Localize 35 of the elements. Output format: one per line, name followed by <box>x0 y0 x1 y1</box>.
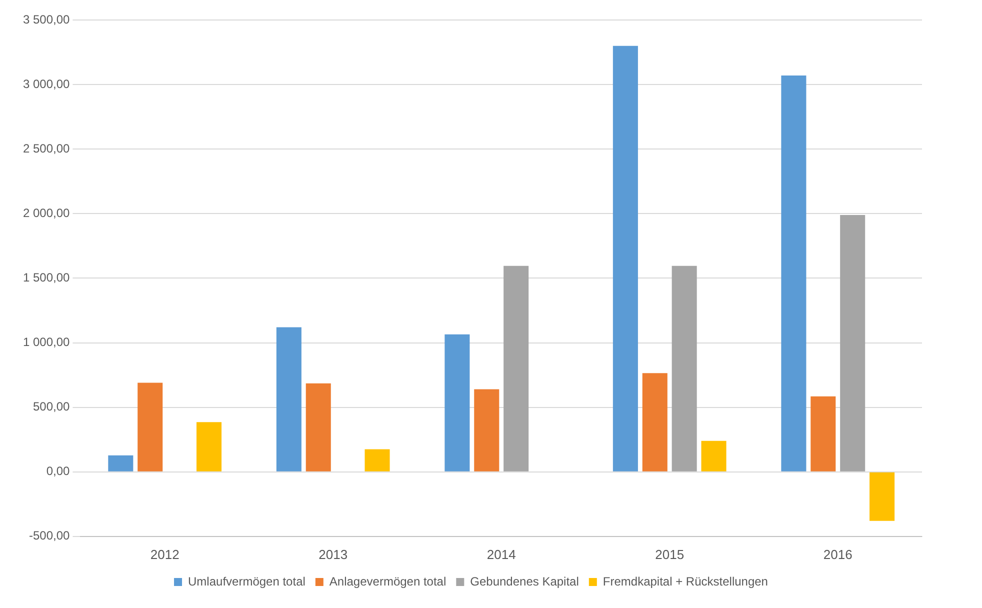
bar <box>781 76 806 472</box>
legend-label: Gebundenes Kapital <box>470 574 579 588</box>
bar <box>306 383 331 472</box>
bar <box>672 266 697 472</box>
y-tick-label: 2 000,00 <box>22 206 70 220</box>
legend-label: Anlagevermögen total <box>329 574 446 588</box>
bar <box>364 449 390 472</box>
y-tick-label: 1 000,00 <box>22 335 70 350</box>
legend-label: Umlaufvermögen total <box>188 574 306 588</box>
bar <box>108 455 134 472</box>
x-tick-label: 2016 <box>823 546 852 562</box>
bar <box>642 373 668 472</box>
y-tick-label: 500,00 <box>33 400 70 414</box>
bar <box>138 382 163 472</box>
bar <box>196 422 222 472</box>
y-tick-label: 2 500,00 <box>22 141 70 156</box>
bar <box>444 334 470 472</box>
bar <box>474 389 500 472</box>
bar <box>276 327 302 472</box>
x-tick-label: 2015 <box>655 546 684 562</box>
bar <box>612 46 638 472</box>
y-tick-label: 1 500,00 <box>22 270 70 285</box>
y-tick-label: 3 000,00 <box>22 76 70 91</box>
bar <box>701 440 726 472</box>
y-tick-label: 3 500,00 <box>22 12 70 26</box>
bar <box>504 266 529 472</box>
bar <box>810 396 836 472</box>
x-tick-label: 2012 <box>150 546 180 562</box>
y-tick-label: 0,00 <box>46 464 70 478</box>
bar <box>840 214 866 472</box>
y-tick-label: -500,00 <box>29 528 70 543</box>
x-tick-label: 2013 <box>318 546 348 562</box>
legend-label: Fremdkapital + Rückstellungen <box>602 574 768 588</box>
x-tick-label: 2014 <box>486 546 516 562</box>
bar <box>870 472 895 521</box>
